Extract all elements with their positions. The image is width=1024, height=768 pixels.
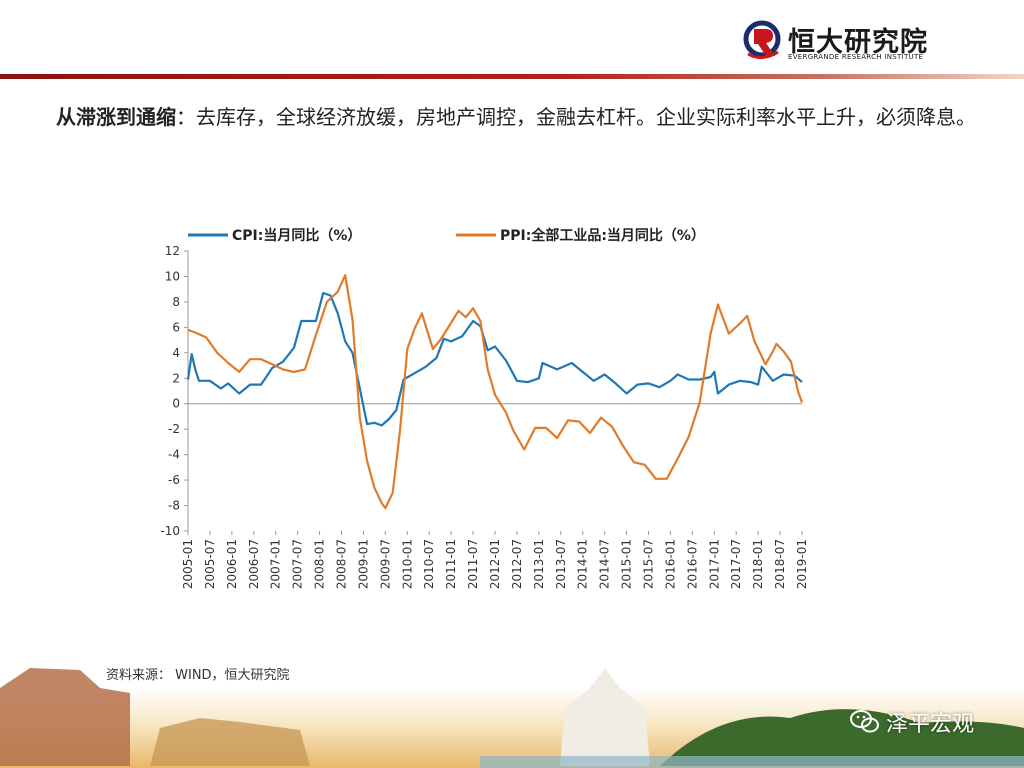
- y-tick-label: 2: [172, 371, 180, 385]
- slide-headline: 从滞涨到通缩：去库存，全球经济放缓，房地产调控，金融去杠杆。企业实际利率水平上升…: [56, 100, 996, 134]
- x-tick-label: 2019-01: [795, 539, 809, 589]
- x-tick-label: 2006-01: [225, 539, 239, 589]
- x-tick-label: 2011-07: [466, 539, 480, 589]
- headline-body: ：去库存，全球经济放缓，房地产调控，金融去杠杆。企业实际利率水平上升，必须降息。: [176, 105, 976, 129]
- x-tick-label: 2010-07: [422, 539, 436, 589]
- data-source-note: 资料来源： WIND，恒大研究院: [106, 668, 290, 683]
- header-divider: [0, 74, 1024, 79]
- brand-logo: 恒大研究院 EVERGRANDE RESEARCH INSTITUTE: [742, 20, 942, 66]
- x-tick-label: 2011-01: [444, 539, 458, 589]
- x-tick-label: 2014-01: [576, 539, 590, 589]
- x-tick-label: 2005-07: [203, 539, 217, 589]
- headline-emphasis: 从滞涨到通缩: [56, 105, 176, 129]
- x-tick-label: 2010-01: [400, 539, 414, 589]
- cpi-ppi-line-chart: CPI:当月同比（%） PPI:全部工业品:当月同比（%） 12 10 8 6 4 2 0 -…: [160, 227, 809, 589]
- x-axis: 2005-01 2005-07 2006-01 2006-07 2007-01 2007-…: [181, 403, 809, 589]
- y-tick-label: -4: [168, 448, 180, 462]
- x-tick-label: 2016-07: [685, 539, 699, 589]
- x-tick-label: 2013-01: [532, 539, 546, 589]
- wechat-icon: [850, 710, 879, 733]
- legend-label-ppi: PPI:全部工业品:当月同比（%）: [500, 227, 705, 244]
- x-tick-label: 2015-07: [642, 539, 656, 589]
- x-tick-label: 2007-07: [291, 539, 305, 589]
- y-tick-label: 10: [165, 269, 180, 283]
- y-tick-label: -10: [160, 524, 180, 538]
- chart-legend: CPI:当月同比（%） PPI:全部工业品:当月同比（%）: [188, 227, 705, 244]
- logo-chinese-name: 恒大研究院: [788, 27, 928, 58]
- cpi-series-line: [186, 291, 803, 427]
- footer-scenery: [0, 668, 1024, 768]
- x-tick-label: 2008-07: [335, 539, 349, 589]
- x-tick-label: 2013-07: [554, 539, 568, 589]
- y-tick-label: 12: [165, 244, 180, 258]
- x-tick-label: 2016-01: [663, 539, 677, 589]
- x-tick-label: 2018-07: [773, 539, 787, 589]
- x-tick-label: 2012-01: [488, 539, 502, 589]
- x-tick-label: 2012-07: [510, 539, 524, 589]
- x-tick-label: 2014-07: [598, 539, 612, 589]
- x-tick-label: 2009-01: [356, 539, 370, 589]
- y-tick-label: 6: [172, 320, 180, 334]
- y-tick-label: -6: [168, 473, 180, 487]
- x-tick-label: 2006-07: [247, 539, 261, 589]
- header-bar: 恒大研究院 EVERGRANDE RESEARCH INSTITUTE: [0, 0, 1024, 76]
- legend-label-cpi: CPI:当月同比（%）: [232, 227, 361, 244]
- y-tick-label: -8: [168, 499, 180, 513]
- y-tick-label: 0: [172, 397, 180, 411]
- evergrande-logo-icon: [743, 20, 781, 59]
- plot-series: [186, 274, 804, 510]
- y-axis: 12 10 8 6 4 2 0 -2 -4 -6 -8 -10: [160, 244, 189, 538]
- logo-english-name: EVERGRANDE RESEARCH INSTITUTE: [788, 53, 924, 61]
- ppi-series-line: [187, 274, 804, 510]
- x-tick-label: 2017-01: [707, 539, 721, 589]
- y-tick-label: 4: [172, 346, 180, 360]
- x-tick-label: 2017-07: [729, 539, 743, 589]
- x-tick-label: 2015-01: [620, 539, 634, 589]
- x-tick-label: 2009-07: [378, 539, 392, 589]
- y-tick-label: -2: [168, 422, 180, 436]
- watermark-label: 泽平宏观: [886, 712, 975, 737]
- x-tick-label: 2005-01: [181, 539, 195, 589]
- x-tick-label: 2007-01: [269, 539, 283, 589]
- x-tick-label: 2008-01: [313, 539, 327, 589]
- x-tick-label: 2018-01: [751, 539, 765, 589]
- wechat-watermark: 泽平宏观: [850, 706, 974, 738]
- y-tick-label: 8: [172, 295, 180, 309]
